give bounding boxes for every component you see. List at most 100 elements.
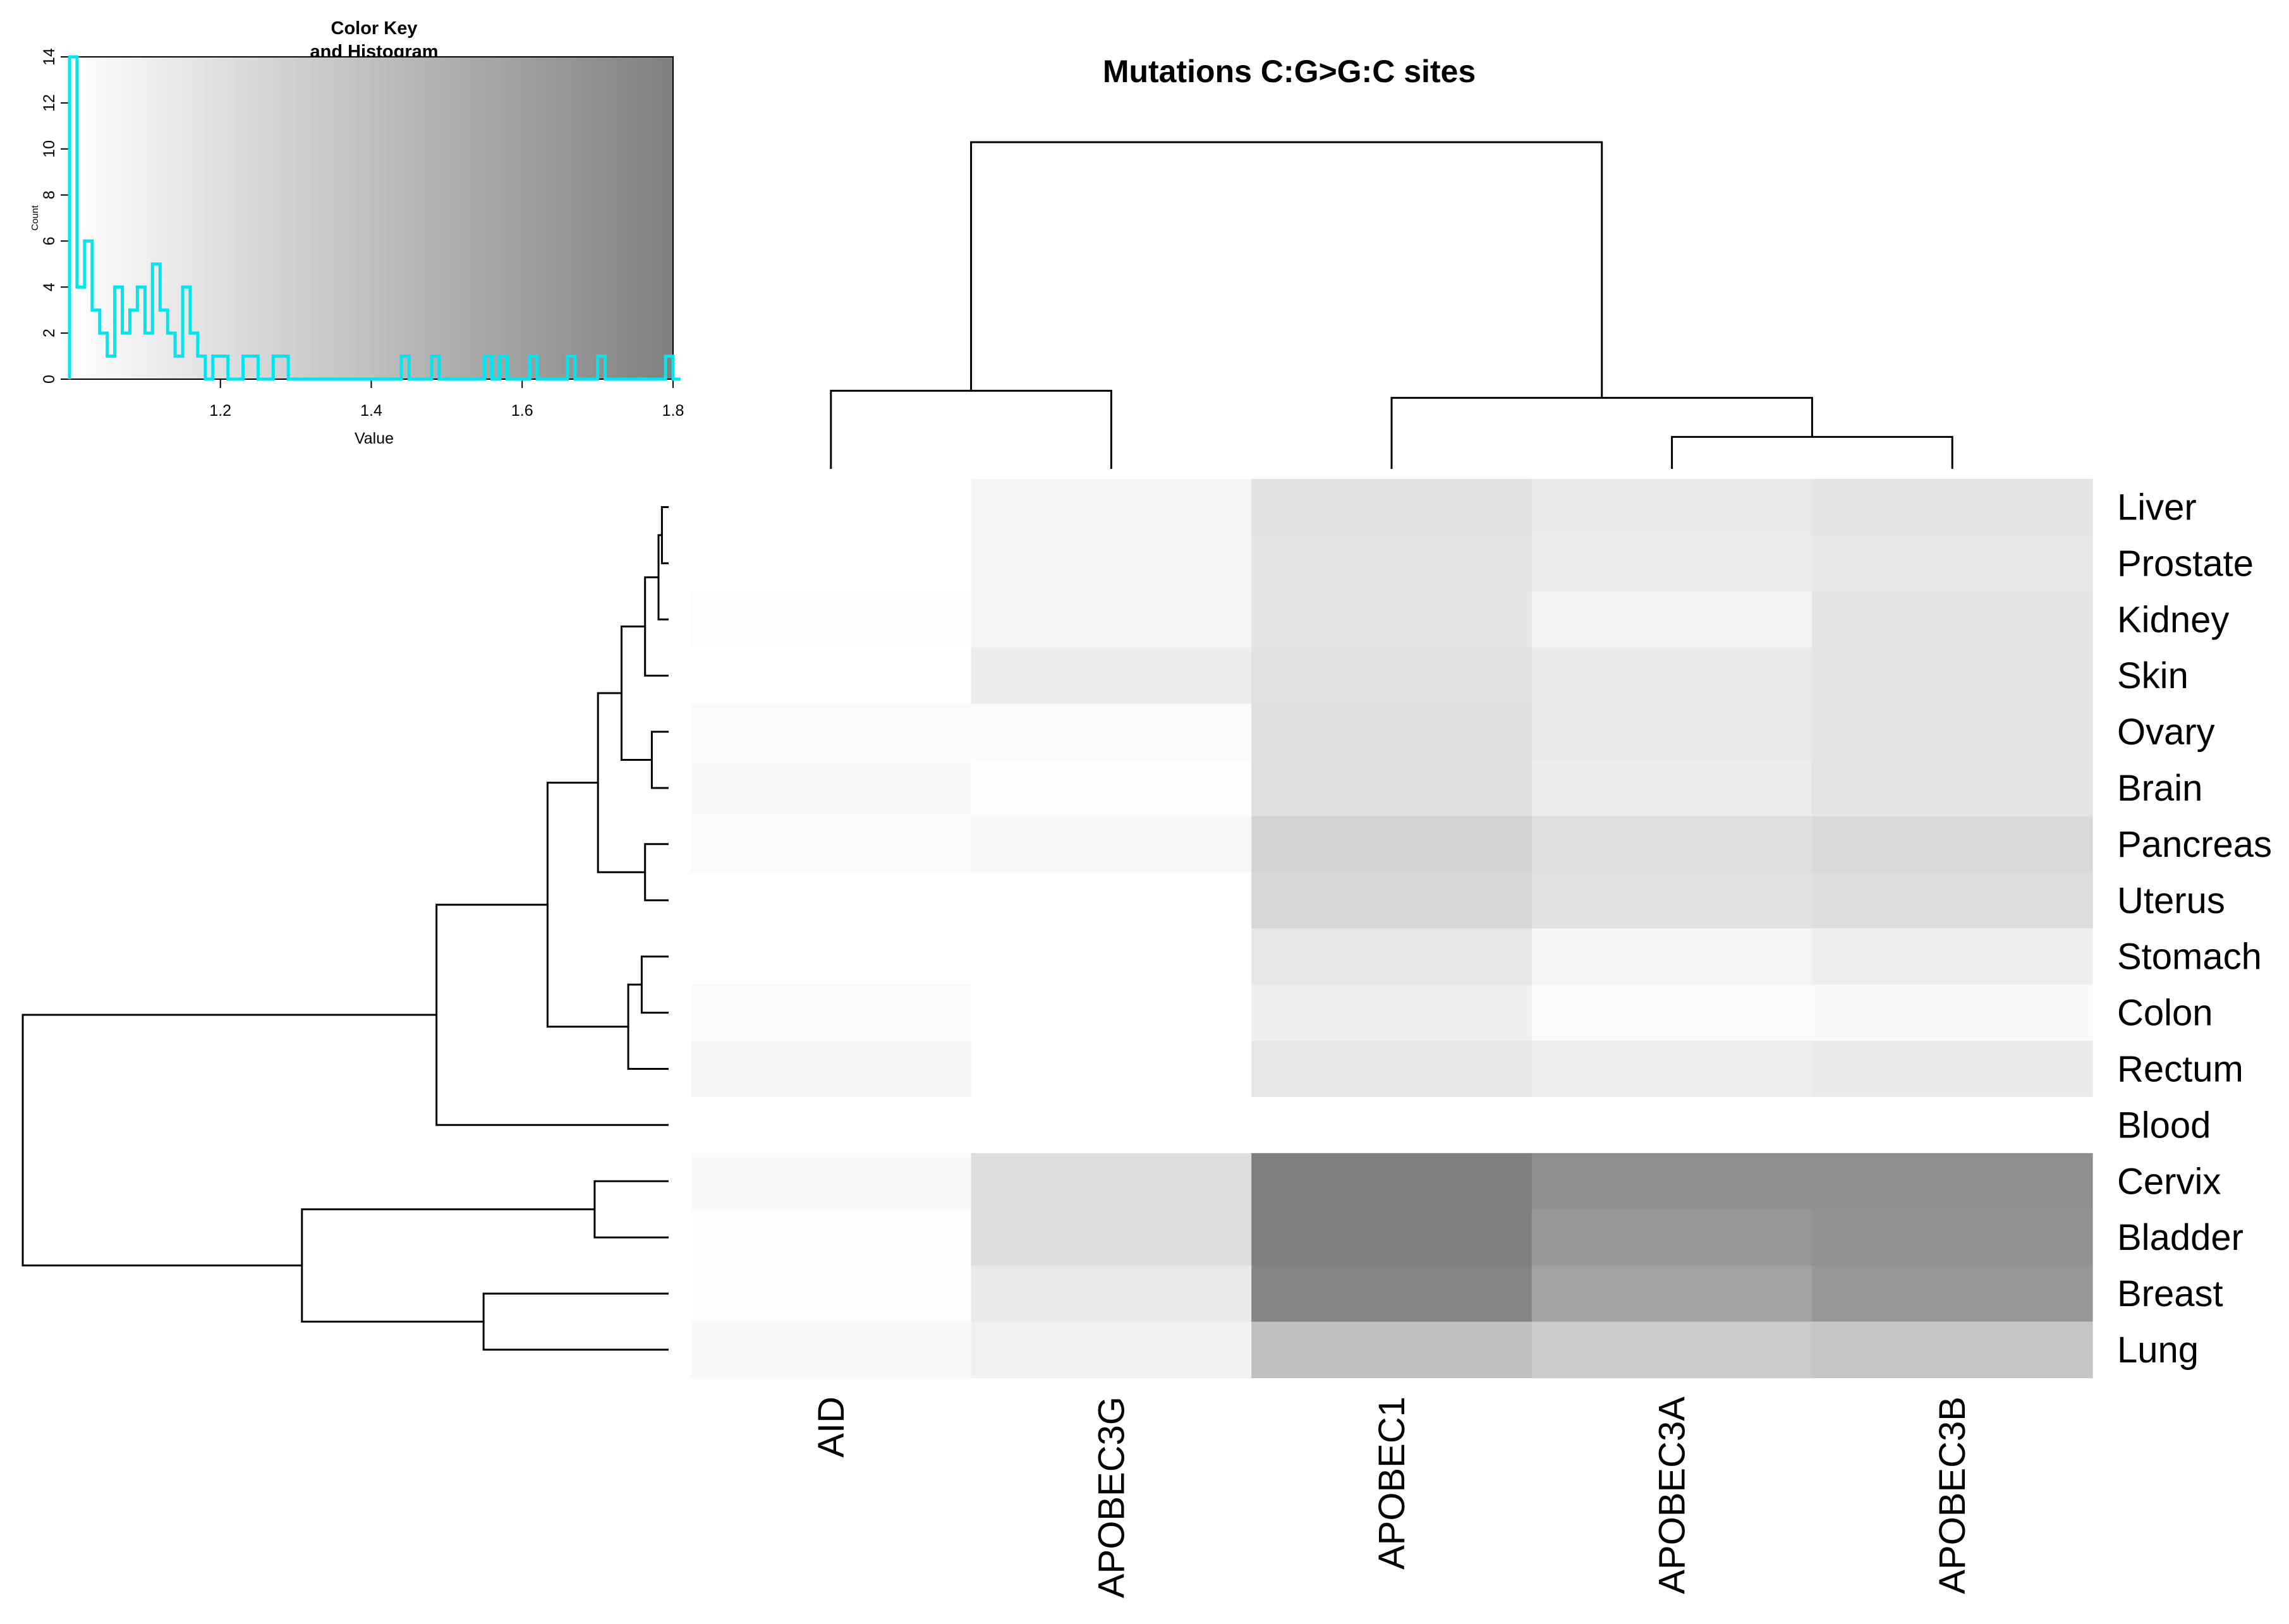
row-dendrogram-branch — [657, 534, 669, 621]
color-key-band — [597, 57, 606, 379]
color-key-band — [620, 57, 629, 379]
heatmap-cell — [971, 1041, 1252, 1098]
row-dendrogram-branch — [593, 1180, 669, 1239]
heatmap-cell — [1812, 535, 2093, 592]
row-label: Colon — [2117, 993, 2213, 1034]
heatmap-cell — [971, 647, 1252, 705]
color-key-band — [461, 57, 470, 379]
color-key-band — [643, 57, 651, 379]
color-key-x-label: Value — [355, 430, 394, 447]
heatmap-cell — [1251, 985, 1533, 1041]
heatmap-cell — [971, 760, 1252, 816]
heatmap-cell — [1531, 1209, 1812, 1266]
color-key-band — [235, 57, 244, 379]
heatmap-cell — [1531, 1153, 1812, 1210]
color-key-band — [477, 57, 485, 379]
row-dendrogram — [21, 506, 669, 1351]
heatmap-cell — [1531, 1265, 1812, 1323]
color-key-y-tick-label: 14 — [40, 48, 58, 66]
row-label: Brain — [2117, 768, 2202, 809]
heatmap-cell — [1812, 985, 2093, 1041]
color-key-band — [243, 57, 252, 379]
color-key-band — [333, 57, 342, 379]
heatmap-cell — [971, 816, 1252, 873]
heatmap-cell — [691, 928, 972, 985]
heatmap-cell — [1531, 760, 1812, 816]
heatmap-cell — [1251, 1153, 1533, 1210]
color-key-band — [160, 57, 168, 379]
heatmap-cell — [691, 1209, 972, 1266]
color-key-band — [167, 57, 176, 379]
column-label: APOBEC3B — [1932, 1397, 1973, 1594]
color-key-band — [658, 57, 666, 379]
color-key-band — [492, 57, 501, 379]
column-dendrogram-branch — [970, 141, 1603, 398]
color-key-band — [469, 57, 478, 379]
row-labels: Liver Prostate Kidney Skin Ovary Brain Pancrea… — [2117, 487, 2272, 1371]
row-label: Skin — [2117, 655, 2189, 696]
heatmap-cell — [691, 479, 972, 536]
color-key-band — [537, 57, 545, 379]
heatmap-cell — [1531, 872, 1812, 929]
color-key-band — [590, 57, 598, 379]
row-label: Kidney — [2117, 599, 2229, 640]
color-key-band — [530, 57, 538, 379]
color-key: Color Key and Histogram 1.2 1.4 1.6 1.80246… — [30, 18, 684, 447]
heatmap-cell — [1531, 816, 1812, 873]
row-dendrogram-branch — [627, 983, 669, 1070]
color-key-band — [250, 57, 259, 379]
color-key-band — [311, 57, 319, 379]
color-key-y-tick-label: 12 — [40, 94, 58, 112]
heatmap-cell — [1812, 647, 2093, 705]
color-key-band — [665, 57, 674, 379]
heatmap-cell — [971, 872, 1252, 929]
color-key-band — [424, 57, 432, 379]
color-key-title: Color Key — [331, 18, 418, 39]
heatmap-cell — [1812, 760, 2093, 816]
row-dendrogram-branch — [650, 730, 669, 789]
color-key-band — [446, 57, 455, 379]
heatmap-cell — [691, 703, 972, 761]
color-key-band — [582, 57, 591, 379]
column-dendrogram-branch — [1390, 397, 1813, 469]
row-label: Prostate — [2117, 543, 2254, 584]
color-key-band — [409, 57, 417, 379]
heatmap-cell — [971, 985, 1252, 1041]
row-dendrogram-branch — [21, 1014, 437, 1267]
heatmap-cell — [691, 647, 972, 705]
heatmap-cell — [1812, 1209, 2093, 1266]
color-key-band — [522, 57, 530, 379]
heatmap-cell — [971, 703, 1252, 761]
heatmap-cell — [971, 535, 1252, 592]
heatmap-cell — [1531, 985, 1812, 1041]
color-key-band — [432, 57, 440, 379]
color-key-band — [574, 57, 583, 379]
color-key-band — [197, 57, 206, 379]
heatmap-cell — [1251, 872, 1533, 929]
heatmap-cell — [1251, 591, 1533, 648]
row-label: Cervix — [2117, 1161, 2221, 1202]
row-dendrogram-branch — [644, 843, 669, 902]
heatmap-cell — [691, 816, 972, 873]
heatmap-cell — [1812, 928, 2093, 985]
color-key-x-tick-label: 1.6 — [511, 402, 533, 420]
color-key-y-tick-label: 10 — [40, 140, 58, 158]
heatmap-cell — [691, 591, 972, 648]
heatmap-cell — [1251, 1209, 1533, 1266]
row-label: Ovary — [2117, 712, 2215, 753]
heatmap-cell — [1531, 1321, 1812, 1378]
heatmap-cell — [1251, 703, 1533, 761]
color-key-histogram — [68, 55, 681, 381]
row-dendrogram-branch — [644, 576, 669, 677]
heatmap-cell — [1251, 816, 1533, 873]
column-labels: AID APOBEC3G APOBEC1 APOBEC3A APOBEC3B — [811, 1397, 1973, 1598]
color-key-band — [318, 57, 327, 379]
heatmap-cell — [691, 1096, 972, 1154]
row-dendrogram-branch — [621, 625, 652, 761]
heatmap-cell — [1531, 703, 1812, 761]
color-key-band — [281, 57, 289, 379]
color-key-x-tick-label: 1.8 — [662, 402, 684, 420]
heatmap-cell — [691, 872, 972, 929]
color-key-band — [650, 57, 659, 379]
